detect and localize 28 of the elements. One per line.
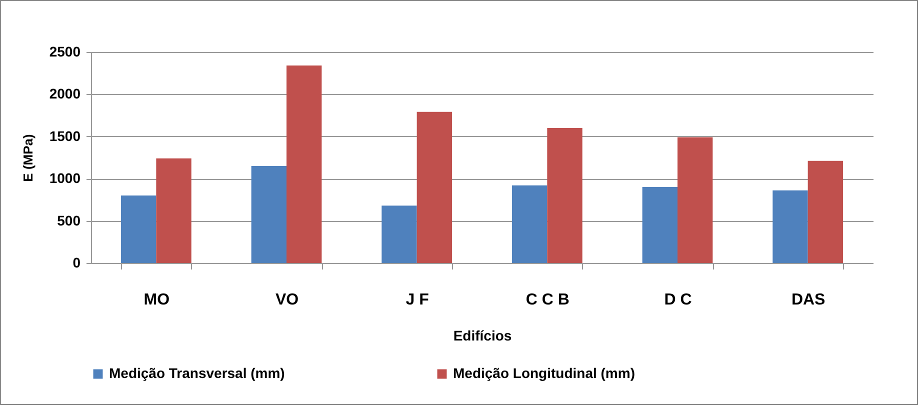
legend-label: Medição Transversal (mm) [109,365,285,381]
y-tick-label: 1000 [49,170,81,186]
x-tick-label: DAS [791,292,826,308]
y-axis-title: E (MPa) [20,134,36,182]
x-tick-label: MO [144,292,170,308]
x-tick-label: VO [275,292,299,308]
bar [416,112,452,263]
bar [512,185,548,263]
y-tick-label: 2500 [49,44,81,60]
y-tick-label: 1500 [49,128,81,144]
bar [642,187,678,263]
bar [382,206,417,263]
y-tick-label: 500 [57,212,81,228]
bar [251,166,286,263]
bar [772,190,808,263]
y-tick-label: 0 [72,254,81,270]
bar [678,137,713,263]
x-axis-title: Edifícios [453,328,512,344]
x-tick-label: D C [664,292,692,308]
bar [156,158,192,263]
bar [547,128,582,263]
x-tick-label: C C B [526,292,570,308]
y-tick-label: 2000 [49,86,81,102]
legend-label: Medição Longitudinal (mm) [453,365,635,381]
bar [120,195,156,263]
bar [808,160,844,263]
x-tick-label: J F [406,292,430,308]
bar [286,66,322,263]
